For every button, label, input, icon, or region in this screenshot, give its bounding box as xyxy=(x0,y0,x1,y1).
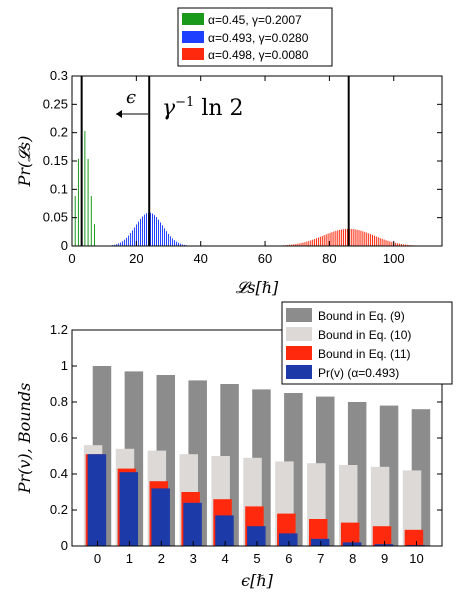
y-tick-label: 1 xyxy=(61,358,68,373)
x-tick-label: 4 xyxy=(221,551,228,566)
top-vertical-lines xyxy=(80,76,350,246)
bar-prv xyxy=(183,502,202,546)
bar-prv xyxy=(310,538,330,546)
y-tick-label: 0.25 xyxy=(43,96,68,111)
legend-label-prv: Pr(v) (α=0.493) xyxy=(318,366,399,380)
bottom-x-axis-label: ϵ[ℏ] xyxy=(241,571,274,590)
legend-swatch-prv xyxy=(286,365,312,379)
x-tick-label: 6 xyxy=(285,551,292,566)
x-tick-label: 100 xyxy=(383,251,405,266)
y-tick-label: 0.6 xyxy=(50,430,68,445)
x-tick-label: 1 xyxy=(126,551,133,566)
bottom-x-axis: 0 1 2 3 4 5 6 7 8 9 10 xyxy=(94,541,424,566)
x-tick-label: 0 xyxy=(94,551,101,566)
y-tick-label: 0 xyxy=(61,538,68,553)
top-legend: α=0.45, γ=0.2007 α=0.493, γ=0.0280 α=0.4… xyxy=(177,7,333,67)
x-tick-label: 5 xyxy=(253,551,260,566)
y-tick-label: 0.05 xyxy=(43,210,68,225)
top-x-axis: 0 20 40 60 80 100 xyxy=(68,76,405,266)
bar-bound-eq11 xyxy=(340,522,360,546)
x-tick-label: 0 xyxy=(68,251,75,266)
bar-prv xyxy=(374,544,394,546)
legend-swatch-green xyxy=(182,13,204,25)
top-y-axis: 0 0.05 0.1 0.15 0.2 0.25 0.3 xyxy=(43,68,442,253)
y-tick-label: 0.8 xyxy=(50,394,68,409)
y-tick-label: 0.15 xyxy=(43,153,68,168)
top-y-axis-label: Pr(𝓛s) xyxy=(15,136,34,188)
bar-prv xyxy=(279,533,298,546)
bar-prv xyxy=(87,454,107,546)
top-distribution-bars xyxy=(71,131,418,246)
bar-bound-eq10 xyxy=(402,470,422,546)
bar-prv xyxy=(151,488,170,546)
x-tick-label: 80 xyxy=(322,251,336,266)
legend-swatch-eq9 xyxy=(286,308,312,322)
legend-swatch-blue xyxy=(182,31,204,43)
x-tick-label: 10 xyxy=(409,551,423,566)
bar-prv xyxy=(342,542,362,546)
bottom-bound-bars xyxy=(83,366,431,546)
x-tick-label: 8 xyxy=(349,551,356,566)
bar-bound-eq11 xyxy=(404,529,424,546)
y-tick-label: 0.3 xyxy=(50,68,68,83)
epsilon-label: ϵ xyxy=(126,87,136,108)
x-tick-label: 3 xyxy=(190,551,197,566)
arrow-head-icon xyxy=(116,110,122,118)
bottom-plot-frame xyxy=(71,329,443,547)
top-x-axis-label: 𝓛s[ℏ] xyxy=(236,278,279,297)
bar-prv xyxy=(215,515,234,546)
x-tick-label: 20 xyxy=(129,251,143,266)
top-chart: α=0.45, γ=0.2007 α=0.493, γ=0.0280 α=0.4… xyxy=(15,7,443,297)
legend-label-eq10: Bound in Eq. (10) xyxy=(318,328,411,342)
bottom-legend: Bound in Eq. (9) Bound in Eq. (10) Bound… xyxy=(281,301,453,385)
legend-label-green: α=0.45, γ=0.2007 xyxy=(208,13,302,27)
legend-label-red: α=0.498, γ=0.0080 xyxy=(208,48,309,62)
gamma-ln2-label: γ−1 ln 2 xyxy=(162,95,244,121)
x-tick-label: 2 xyxy=(158,551,165,566)
y-tick-label: 0.2 xyxy=(50,125,68,140)
y-tick-label: 0 xyxy=(61,238,68,253)
x-tick-label: 7 xyxy=(317,551,324,566)
y-tick-label: 1.2 xyxy=(50,322,68,337)
y-tick-label: 0.1 xyxy=(50,181,68,196)
epsilon-annotation: ϵ xyxy=(116,87,148,118)
bar-prv xyxy=(247,526,266,546)
legend-swatch-eq11 xyxy=(286,346,312,360)
bottom-chart: 0 0.2 0.4 0.6 0.8 1 1.2 0 1 2 3 4 5 6 7 8 9 10 Pr(v), Bo… xyxy=(15,301,453,590)
x-tick-label: 60 xyxy=(258,251,272,266)
top-plot-frame xyxy=(71,75,443,247)
x-tick-label: 9 xyxy=(381,551,388,566)
legend-label-eq11: Bound in Eq. (11) xyxy=(318,347,411,361)
x-tick-label: 40 xyxy=(193,251,207,266)
bar-bound-eq11 xyxy=(372,526,392,546)
legend-swatch-eq10 xyxy=(286,327,312,341)
legend-swatch-red xyxy=(182,48,204,60)
y-tick-label: 0.4 xyxy=(50,466,68,481)
legend-label-blue: α=0.493, γ=0.0280 xyxy=(208,31,309,45)
y-tick-label: 0.2 xyxy=(50,502,68,517)
legend-label-eq9: Bound in Eq. (9) xyxy=(318,309,405,323)
bar-prv xyxy=(119,472,139,546)
bottom-y-axis-label: Pr(v), Bounds xyxy=(15,383,34,495)
